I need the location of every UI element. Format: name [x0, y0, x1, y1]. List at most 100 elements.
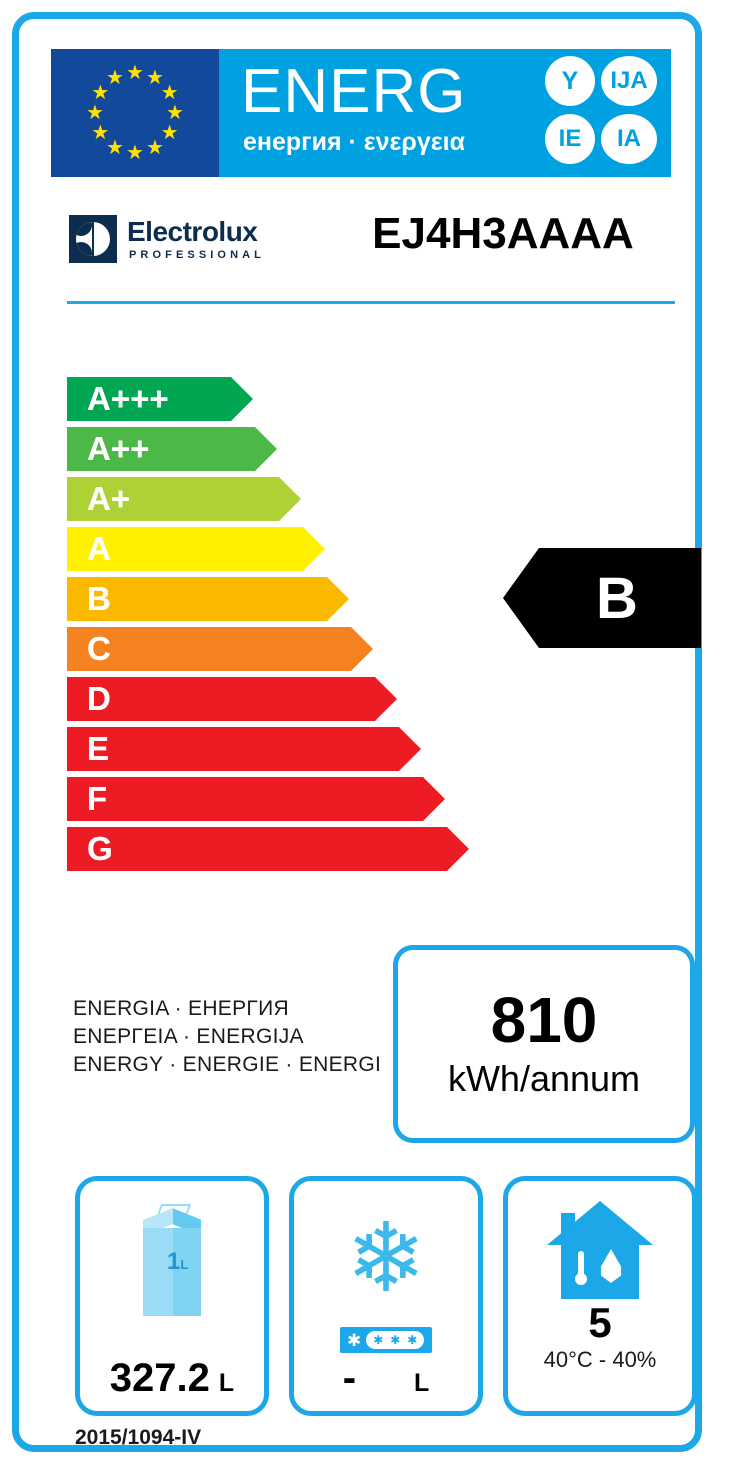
- scale-row-E: E: [67, 727, 667, 771]
- house-climate-icon: [547, 1197, 653, 1301]
- electrolux-logo: Electrolux PROFESSIONAL: [69, 211, 277, 273]
- badge-star-pill: ✱ ✱ ✱: [366, 1331, 425, 1349]
- fridge-icon-area: 1L: [80, 1189, 264, 1329]
- thermometer-stem: [578, 1251, 584, 1277]
- brand-row: Electrolux PROFESSIONAL EJ4H3AAAA: [51, 207, 691, 285]
- scale-arrow: A: [67, 527, 325, 571]
- language-circle-ia: IA: [601, 114, 657, 164]
- scale-arrow-label: C: [87, 630, 111, 667]
- regulation-reference: 2015/1094-IV: [75, 1426, 202, 1449]
- house-roof: [547, 1201, 653, 1245]
- scale-row-G: G: [67, 827, 667, 871]
- climate-icon-area: [508, 1193, 692, 1305]
- badge-star-1: ✱: [373, 1333, 384, 1347]
- brand-subtitle: PROFESSIONAL: [129, 249, 265, 261]
- scale-arrow: D: [67, 677, 397, 721]
- brand-name: Electrolux: [127, 216, 258, 247]
- badge-star-2: ✱: [390, 1333, 401, 1347]
- language-circles: Y IJA IE IA: [543, 56, 663, 170]
- thermometer-bulb: [575, 1273, 587, 1285]
- scale-arrow-label: D: [87, 680, 111, 717]
- freezer-volume-box: ❄ ✱ ✱ ✱ ✱ - L: [289, 1176, 483, 1416]
- annual-consumption-value: 810: [490, 984, 598, 1056]
- carton-label-unit: L: [180, 1257, 189, 1272]
- model-name: EJ4H3AAAA: [372, 209, 634, 258]
- scale-arrow: A+++: [67, 377, 253, 421]
- scale-arrow: A++: [67, 427, 277, 471]
- climate-value-stack: 5 40°C - 40%: [508, 1299, 692, 1373]
- rating-pointer-label: B: [596, 565, 638, 631]
- eu-star-icon: ★: [86, 102, 104, 124]
- house-base: [561, 1243, 639, 1299]
- electrolux-bar: [92, 222, 94, 256]
- fridge-volume-box: 1L 327.2 L: [75, 1176, 269, 1416]
- scale-row-B: B: [67, 577, 667, 621]
- eu-star-icon: ★: [166, 102, 184, 124]
- climate-class-value: 5: [588, 1299, 612, 1346]
- eu-flag: ★ ★ ★ ★ ★ ★ ★ ★ ★ ★ ★ ★: [51, 49, 219, 177]
- climate-conditions: 40°C - 40%: [543, 1347, 657, 1372]
- energ-subtitle: енергия · ενεργεια: [243, 128, 465, 156]
- badge-star-single: ✱: [347, 1330, 362, 1350]
- electrolux-disc: [76, 222, 110, 256]
- fridge-value-row: 327.2 L: [80, 1356, 264, 1401]
- thermometer-icon: [575, 1251, 587, 1291]
- scale-arrow: A+: [67, 477, 301, 521]
- scale-arrow: G: [67, 827, 469, 871]
- annual-consumption-box: 810 kWh/annum: [393, 945, 695, 1143]
- language-circle-ija: IJA: [601, 56, 657, 106]
- badge-star-3: ✱: [407, 1333, 418, 1347]
- eu-star-icon: ★: [160, 82, 179, 104]
- scale-arrow-label: E: [87, 730, 110, 767]
- scale-arrow: B: [67, 577, 349, 621]
- scale-arrow-label: B: [87, 580, 111, 617]
- freezer-volume-unit: L: [414, 1369, 430, 1397]
- energy-label-card: ★ ★ ★ ★ ★ ★ ★ ★ ★ ★ ★ ★ ENERG енергия · ενεργεια Y …: [12, 12, 702, 1452]
- energy-wordlist: ENERGIA · ЕНЕРГИЯ ENEPΓEIA · ENERGIJA EN…: [73, 995, 381, 1079]
- fridge-volume-unit: L: [218, 1369, 235, 1397]
- annual-consumption-unit: kWh/annum: [447, 1058, 641, 1099]
- electrolux-mark-icon: [69, 215, 117, 263]
- eu-star-icon: ★: [91, 82, 110, 104]
- scale-row-F: F: [67, 777, 667, 821]
- label-header: ★ ★ ★ ★ ★ ★ ★ ★ ★ ★ ★ ★ ENERG енергия · ενεργεια Y …: [51, 49, 671, 177]
- carton-label-value: 1: [167, 1248, 181, 1275]
- language-circle-y: Y: [545, 56, 595, 106]
- scale-row-C: C: [67, 627, 667, 671]
- scale-arrow-label: A++: [87, 430, 150, 467]
- scale-arrow: F: [67, 777, 445, 821]
- language-circle-ie: IE: [545, 114, 595, 164]
- eu-star-icon: ★: [106, 136, 124, 159]
- rating-pointer-arrow: B: [503, 548, 701, 648]
- snowflake-icon: ❄: [345, 1205, 427, 1312]
- eu-star-icon: ★: [126, 142, 144, 164]
- freezer-icon-area: ❄: [294, 1189, 478, 1329]
- scale-arrow: E: [67, 727, 421, 771]
- carton-label: 1L: [167, 1248, 188, 1276]
- scale-row-Aplusplusplus: A+++: [67, 377, 667, 421]
- energy-line-2: ENEPΓEIA · ENERGIJA: [73, 1025, 304, 1048]
- eu-star-icon: ★: [91, 122, 110, 144]
- freezer-value-row: - L: [294, 1356, 478, 1401]
- scale-row-D: D: [67, 677, 667, 721]
- eu-star-icon: ★: [160, 122, 179, 144]
- energy-line-3: ENERGY · ENERGIE · ENERGI: [73, 1053, 382, 1076]
- scale-arrow: C: [67, 627, 373, 671]
- efficiency-scale: A+++ A++ A+ A B C D E F G: [67, 377, 667, 877]
- freezer-volume-value: -: [342, 1356, 357, 1400]
- eu-star-icon: ★: [106, 67, 124, 90]
- eu-star-icon: ★: [146, 67, 164, 90]
- header-divider: [67, 301, 675, 304]
- climate-class-box: 5 40°C - 40%: [503, 1176, 697, 1416]
- electrolux-wedge-bottom: [76, 242, 92, 256]
- fridge-volume-value: 327.2: [109, 1356, 210, 1400]
- scale-arrow-label: A+++: [87, 380, 169, 417]
- energ-wordmark: ENERG: [241, 57, 467, 126]
- scale-row-Aplusplus: A++: [67, 427, 667, 471]
- scale-arrow-label: G: [87, 830, 113, 867]
- scale-row-Aplus: A+: [67, 477, 667, 521]
- scale-row-A: A: [67, 527, 667, 571]
- eu-star-icon: ★: [146, 136, 164, 159]
- energy-line-1: ENERGIA · ЕНЕРГИЯ: [73, 997, 289, 1020]
- eu-star-icon: ★: [126, 62, 144, 84]
